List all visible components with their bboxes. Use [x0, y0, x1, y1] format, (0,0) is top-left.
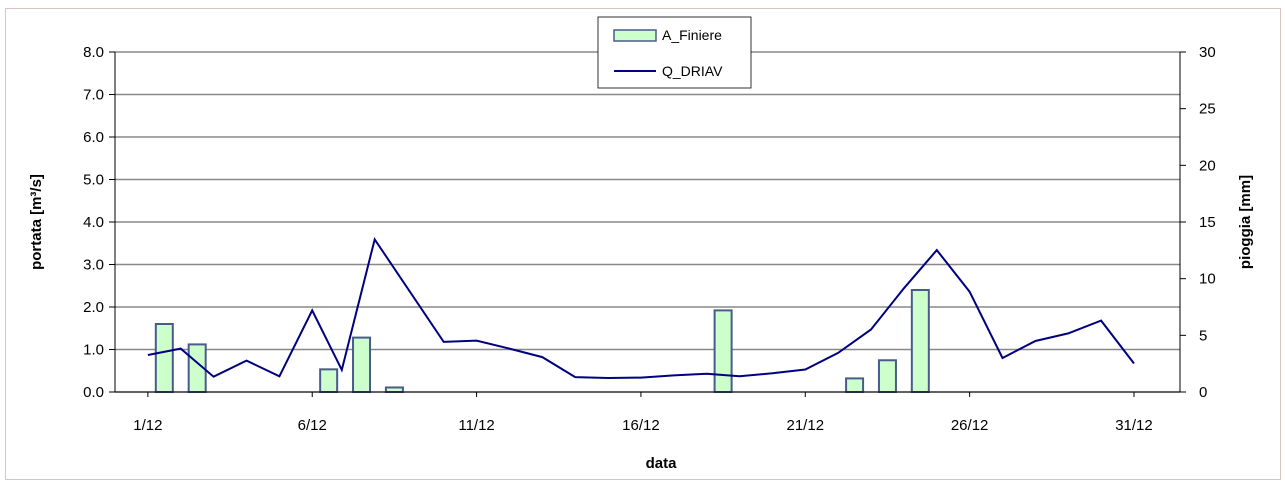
x-axis-ticks: 1/12 6/12 11/12 16/12 21/12 26/12 31/12 — [133, 392, 1153, 434]
legend: A_Finiere Q_DRIAV — [597, 16, 752, 89]
bar-2 — [319, 368, 339, 394]
right-tick-label-6: 30 — [1199, 44, 1216, 61]
x-axis-title: data — [646, 455, 678, 472]
right-axis-ticks: 0 5 10 15 20 25 30 — [1180, 44, 1216, 401]
left-tick-label-5: 5.0 — [83, 172, 104, 189]
legend-bar-swatch — [613, 29, 657, 42]
x-tick-label-3: 16/12 — [622, 417, 660, 434]
x-tick-label-2: 11/12 — [458, 417, 494, 434]
legend-line-label: Q_DRIAV — [662, 63, 723, 79]
left-tick-label-2: 2.0 — [83, 299, 104, 316]
bar-0 — [154, 323, 174, 393]
bar-8 — [910, 289, 930, 393]
left-tick-label-7: 7.0 — [83, 87, 104, 104]
right-axis-title: pioggia [mm] — [1237, 175, 1254, 269]
left-axis-ticks: 0.0 1.0 2.0 3.0 4.0 5.0 6.0 7.0 8.0 — [83, 44, 115, 401]
bar-6 — [845, 377, 865, 393]
legend-box — [597, 16, 752, 89]
bar-series — [154, 289, 930, 394]
right-tick-label-2: 10 — [1199, 271, 1216, 288]
x-tick-label-6: 31/12 — [1115, 417, 1153, 434]
x-tick-label-4: 21/12 — [787, 417, 825, 434]
left-tick-label-3: 3.0 — [83, 257, 104, 274]
right-tick-label-5: 25 — [1199, 101, 1216, 118]
left-axis-title: portata [m³/s] — [28, 174, 45, 270]
bar-3 — [352, 336, 372, 394]
grid-lines — [115, 51, 1180, 393]
x-tick-label-5: 26/12 — [951, 417, 989, 434]
x-tick-label-1: 6/12 — [298, 417, 327, 434]
line-series — [147, 236, 1135, 380]
left-tick-label-1: 1.0 — [83, 342, 104, 359]
series-line-q-driav — [147, 236, 1135, 380]
right-tick-label-1: 5 — [1199, 327, 1207, 344]
right-tick-label-0: 0 — [1199, 384, 1207, 401]
left-tick-label-4: 4.0 — [83, 214, 104, 231]
right-tick-label-3: 15 — [1199, 214, 1216, 231]
legend-bar-label: A_Finiere — [662, 27, 722, 43]
left-tick-label-6: 6.0 — [83, 129, 104, 146]
bar-4 — [384, 386, 404, 394]
left-tick-label-8: 8.0 — [83, 44, 104, 61]
left-tick-label-0: 0.0 — [83, 384, 104, 401]
right-tick-label-4: 20 — [1199, 157, 1216, 174]
bar-5 — [713, 309, 733, 393]
x-tick-label-0: 1/12 — [133, 417, 162, 434]
bar-7 — [877, 359, 897, 393]
